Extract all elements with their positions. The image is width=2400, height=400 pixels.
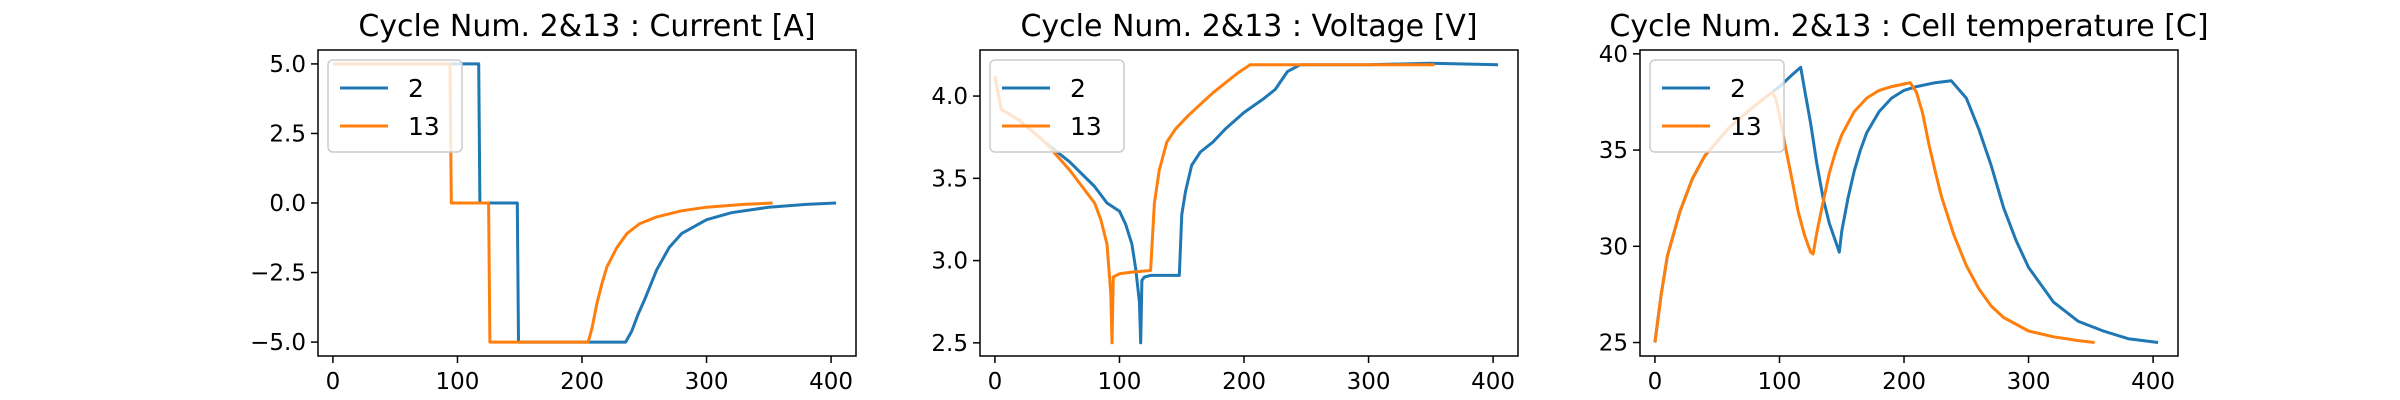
y-tick-label: 2.5	[931, 331, 968, 357]
y-tick-label: 2.5	[269, 121, 306, 147]
legend-label-2: 2	[1730, 74, 1746, 103]
legend: 213	[989, 59, 1125, 153]
x-tick-label: 300	[1347, 369, 1391, 395]
chart-panel-0: Cycle Num. 2&13 : Current [A] 0 100 200 300 4…	[250, 9, 857, 395]
y-tick-label: −5.0	[250, 330, 306, 356]
legend: 213	[327, 59, 463, 153]
chart-title: Cycle Num. 2&13 : Cell temperature [C]	[1609, 9, 2208, 44]
x-tick-label: 300	[2007, 369, 2051, 395]
x-tick-label: 200	[1882, 369, 1926, 395]
x-tick-label: 400	[809, 369, 853, 395]
x-tick-label: 0	[988, 369, 1003, 395]
series-line-2	[332, 62, 837, 344]
y-tick-label: 3.0	[931, 249, 968, 275]
y-tick-label: 25	[1599, 331, 1628, 357]
x-tick-label: 400	[1471, 369, 1515, 395]
y-tick-label: 4.0	[931, 84, 968, 110]
x-tick-label: 200	[1222, 369, 1266, 395]
axes-frame	[979, 49, 1519, 357]
legend-label-2: 2	[408, 74, 424, 103]
series-line-2	[993, 61, 1499, 345]
x-tick-label: 0	[1648, 369, 1663, 395]
chart-title: Cycle Num. 2&13 : Voltage [V]	[1020, 9, 1477, 44]
legend-label-2: 2	[1070, 74, 1086, 103]
x-tick-label: 200	[560, 369, 604, 395]
y-tick-label: 0.0	[269, 191, 306, 217]
x-tick-label: 300	[685, 369, 729, 395]
legend-box	[1649, 59, 1785, 153]
series-line-13	[332, 62, 773, 344]
legend-label-13: 13	[408, 112, 440, 141]
y-tick-label: 5.0	[269, 52, 306, 78]
axes-frame	[1639, 49, 2179, 357]
legend-label-13: 13	[1730, 112, 1762, 141]
x-tick-label: 0	[326, 369, 341, 395]
y-tick-label: 35	[1599, 138, 1628, 164]
series-line-13	[993, 63, 1435, 345]
x-tick-label: 400	[2131, 369, 2175, 395]
y-tick-label: 3.5	[931, 166, 968, 192]
legend-label-13: 13	[1070, 112, 1102, 141]
x-tick-label: 100	[1098, 369, 1142, 395]
chart-panel-2: Cycle Num. 2&13 : Cell temperature [C] 0 1…	[1599, 9, 2209, 395]
chart-panel-1: Cycle Num. 2&13 : Voltage [V] 0 100 200 300 4…	[931, 9, 1519, 395]
legend: 213	[1649, 59, 1785, 153]
y-tick-label: 40	[1599, 42, 1628, 68]
chart-title: Cycle Num. 2&13 : Current [A]	[358, 9, 815, 44]
x-tick-label: 100	[1758, 369, 1802, 395]
legend-box	[989, 59, 1125, 153]
y-tick-label: −2.5	[250, 261, 306, 287]
x-tick-label: 100	[436, 369, 480, 395]
legend-box	[327, 59, 463, 153]
y-tick-label: 30	[1599, 234, 1628, 260]
